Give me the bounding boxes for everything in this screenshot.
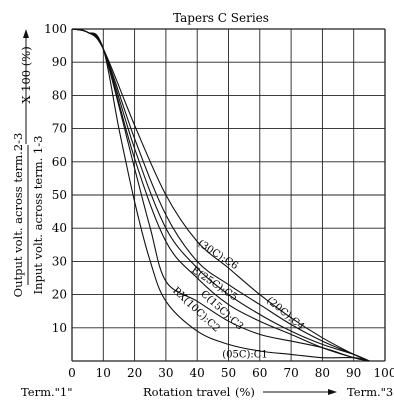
- grid: [71, 28, 386, 362]
- y-tick-label: 100: [44, 22, 67, 36]
- term-3-label: Term."3": [347, 385, 394, 399]
- x-tick-label: 50: [221, 366, 236, 380]
- x-tick-label: 70: [283, 366, 298, 380]
- x-tick-label: 100: [374, 366, 394, 380]
- tick-labels: 0 10 20 30 40 50 60 70 80 90 100 10 20 30 40 50 60 70 80 90…: [44, 22, 394, 380]
- series-lines: [71, 28, 370, 362]
- x-tick-label: 60: [252, 366, 267, 380]
- x-arrow-icon: [263, 389, 337, 395]
- y-tick-label: 80: [52, 88, 67, 102]
- y-tick-label: 60: [52, 155, 67, 169]
- x-tick-label: 20: [127, 366, 142, 380]
- y-tick-label: 50: [52, 188, 67, 202]
- x-tick-label: 10: [96, 366, 111, 380]
- term-1-label: Term."1": [21, 385, 73, 399]
- x-axis-label: Rotation travel: [143, 385, 231, 399]
- y-tick-label: 30: [52, 254, 67, 268]
- y-tick-label: 70: [52, 122, 67, 136]
- y-tick-label: 90: [52, 55, 67, 69]
- x-tick-label: 0: [68, 366, 76, 380]
- x-tick-label: 40: [190, 366, 205, 380]
- series-label: (20C):C4: [264, 295, 306, 333]
- y-tick-label: 40: [52, 221, 67, 235]
- chart-title: Tapers C Series: [173, 11, 269, 25]
- series-line: [71, 28, 370, 362]
- x-tick-label: 90: [346, 366, 361, 380]
- x-tick-label: 80: [315, 366, 330, 380]
- y-tick-label: 20: [52, 288, 67, 302]
- x-axis-label-unit: (%): [235, 385, 255, 399]
- y-label-line2: Input volt. across term. 1-3: [31, 136, 45, 295]
- y-label-line1: Output volt. across term.2-3: [11, 133, 25, 298]
- series-label: (05C):C1: [222, 350, 268, 361]
- series-labels: (30C):C6(20C):C4E(25C):C5C(15C):C3RX(10C…: [170, 238, 306, 361]
- x-tick-label: 30: [158, 366, 173, 380]
- y-arrow-icon: [23, 29, 29, 144]
- y-axis-label: Output volt. across term.2-3 Input volt.…: [11, 133, 45, 298]
- y-tick-label: 10: [52, 321, 67, 335]
